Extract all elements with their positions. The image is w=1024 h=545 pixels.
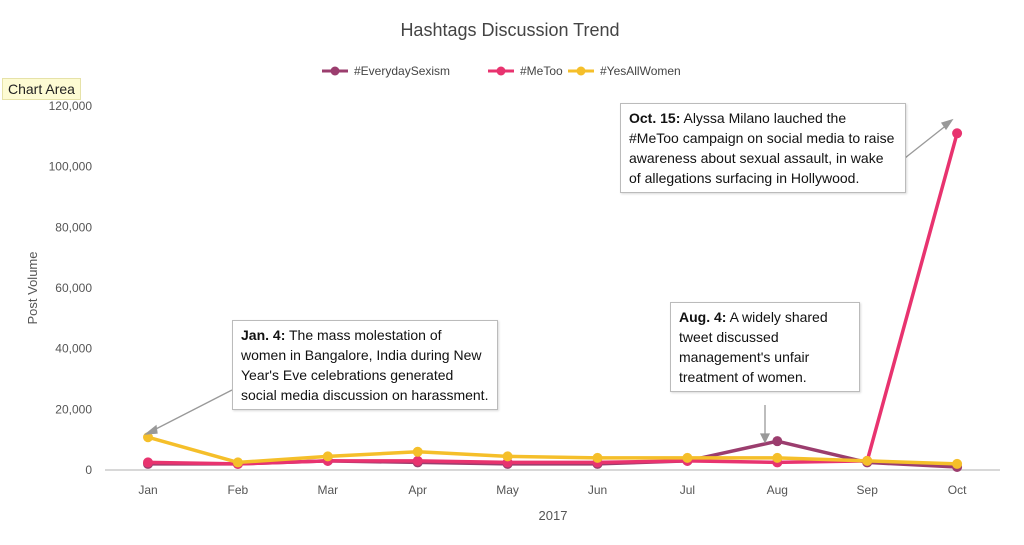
y-tick-label: 40,000 [55,342,92,356]
annotation-jan: Jan. 4: The mass molestation of women in… [232,320,498,410]
data-point [682,452,693,463]
data-point [772,452,783,463]
legend: #EverydaySexism #MeToo #YesAllWomen [322,64,681,78]
annotation-text: The mass molestation of women in Bangalo… [241,327,489,403]
x-tick-label: Jun [588,483,607,497]
x-tick-label: Mar [317,483,338,497]
x-tick-label: May [496,483,519,497]
legend-label: #EverydaySexism [354,64,450,78]
annotation-arrows [143,118,954,444]
series-line [147,435,958,466]
y-tick-label: 100,000 [49,160,93,174]
annotation-text: Alyssa Milano lauched the #MeToo campaig… [629,110,895,186]
data-point [143,432,153,443]
annotation-date: Jan. 4: [241,327,286,343]
x-axis: Jan Feb Mar Apr May Jun Jul Aug Sep Oct [105,469,1000,497]
x-tick-label: Feb [228,483,249,497]
chart-area-tooltip: Chart Area [2,78,81,100]
x-tick-label: Aug [767,483,788,497]
data-point [412,446,423,457]
arrowhead-aug [759,433,771,444]
legend-swatch-marker [576,66,586,76]
series-everydaysexism [143,436,963,472]
x-tick-label: Apr [408,483,427,497]
data-point [143,457,153,468]
y-tick-label: 60,000 [55,281,92,295]
data-point [952,128,963,139]
data-point [502,451,513,462]
series-line [147,132,959,466]
data-point [412,455,423,466]
annotation-text: A widely shared tweet discussed manageme… [679,309,828,385]
annotation-date: Oct. 15: [629,110,681,126]
y-tick-label: 80,000 [55,220,92,234]
data-point [952,458,963,469]
legend-swatch-marker [496,66,506,76]
arrow-oct [904,123,949,159]
arrowhead-oct [940,118,954,131]
x-tick-label: Oct [948,483,967,497]
x-axis-label: 2017 [539,508,568,523]
data-point [232,457,243,468]
chart-title: Hashtags Discussion Trend [400,20,619,40]
x-tick-label: Jan [138,483,157,497]
annotation-aug: Aug. 4: A widely shared tweet discussed … [670,302,860,392]
x-tick-label: Jul [680,483,695,497]
data-point [592,452,603,463]
annotation-date: Aug. 4: [679,309,727,325]
legend-swatch-marker [330,66,340,76]
data-point [322,451,333,462]
series-yesallwomen [143,432,963,469]
y-tick-label: 120,000 [49,99,93,113]
data-point [772,436,783,447]
data-point [862,455,873,466]
y-tick-label: 0 [85,463,92,477]
arrow-jan [149,389,233,433]
legend-label: #MeToo [520,64,563,78]
arrowhead-jan [143,424,158,435]
x-tick-label: Sep [857,483,879,497]
y-tick-label: 20,000 [55,402,92,416]
legend-label: #YesAllWomen [600,64,681,78]
y-axis: 0 20,000 40,000 60,000 80,000 100,000 120,000 [49,99,93,477]
y-axis-label: Post Volume [25,252,40,325]
annotation-oct: Oct. 15: Alyssa Milano lauched the #MeTo… [620,103,906,193]
series-group [143,128,963,472]
